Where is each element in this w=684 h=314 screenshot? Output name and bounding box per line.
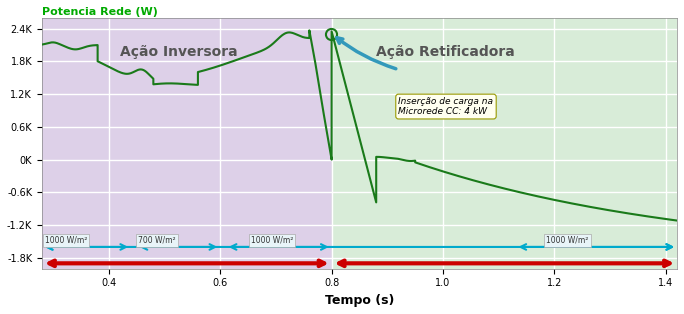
Text: Ação Retificadora: Ação Retificadora <box>376 45 515 59</box>
Text: 700 W/m²: 700 W/m² <box>138 236 176 245</box>
X-axis label: Tempo (s): Tempo (s) <box>325 294 394 307</box>
Bar <box>42 18 332 269</box>
Text: Ação Inversora: Ação Inversora <box>120 45 237 59</box>
Text: Potencia Rede (W): Potencia Rede (W) <box>42 7 158 17</box>
Text: 1000 W/m²: 1000 W/m² <box>251 236 293 245</box>
Text: Inserção de carga na
Microrede CC: 4 kW: Inserção de carga na Microrede CC: 4 kW <box>399 97 493 116</box>
Bar <box>332 18 677 269</box>
Text: 1000 W/m²: 1000 W/m² <box>546 236 588 245</box>
Text: 1000 W/m²: 1000 W/m² <box>44 236 87 245</box>
